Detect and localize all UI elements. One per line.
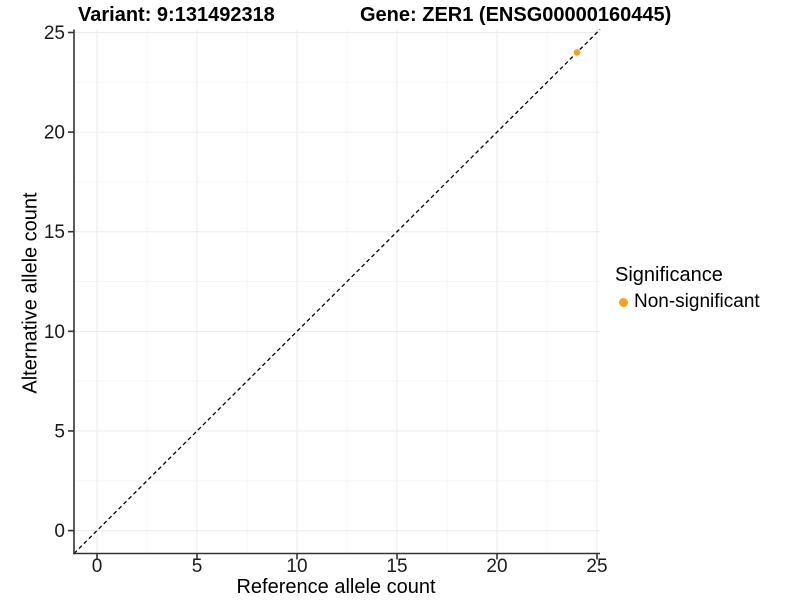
legend-entry-label: Non-significant (634, 291, 760, 312)
legend-title: Significance (615, 264, 723, 286)
y-tick-label: 10 (44, 322, 65, 343)
x-tick-label: 5 (192, 556, 203, 577)
identity-line (73, 29, 601, 554)
legend: Significance Non-significant (615, 264, 760, 313)
y-axis-title: Alternative allele count (19, 192, 42, 394)
x-tick-label: 0 (92, 556, 103, 577)
x-axis-title: Reference allele count (236, 576, 436, 598)
y-tick-label: 5 (54, 421, 65, 442)
x-tick-label: 25 (586, 556, 607, 577)
plot-title-gene: Gene: ZER1 (ENSG00000160445) (360, 4, 672, 26)
x-tick-label: 15 (386, 556, 407, 577)
plot-title-variant: Variant: 9:131492318 (78, 4, 275, 26)
x-tick-label: 20 (486, 556, 507, 577)
y-tick-label: 20 (44, 123, 65, 144)
y-tick-label: 0 (54, 521, 65, 542)
y-tick-label: 25 (44, 23, 65, 44)
legend-entry-non-significant: Non-significant (619, 291, 760, 313)
data-point (573, 49, 581, 56)
y-tick-label: 15 (44, 222, 65, 243)
legend-point-swatch (619, 297, 628, 307)
x-tick-label: 10 (286, 556, 307, 577)
